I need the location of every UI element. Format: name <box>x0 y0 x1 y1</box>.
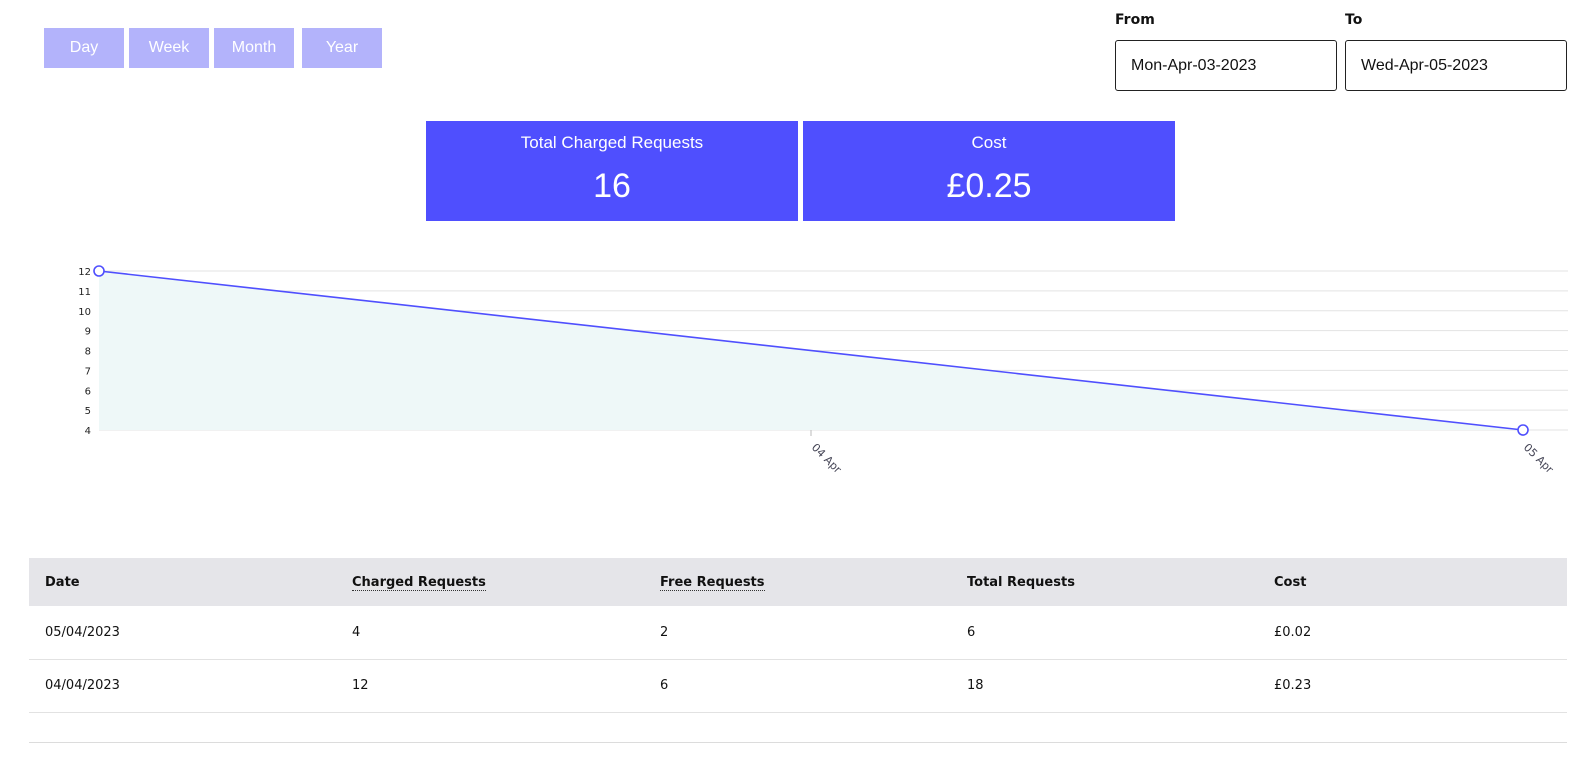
y-tick-label: 5 <box>85 406 91 417</box>
year-button[interactable]: Year <box>302 28 382 68</box>
charged-requests-card: Total Charged Requests 16 <box>426 121 798 221</box>
cell-date: 04/04/2023 <box>29 659 336 713</box>
requests-chart: 4 5 6 7 8 9 10 11 12 04 Apr 05 Apr <box>0 250 1596 500</box>
to-date-input[interactable]: Wed-Apr-05-2023 <box>1345 40 1567 91</box>
table-row: 04/04/2023 12 6 18 £0.23 <box>29 659 1567 713</box>
header-date: Date <box>45 574 80 590</box>
header-cost: Cost <box>1274 574 1307 590</box>
y-tick-label: 11 <box>78 287 91 298</box>
y-tick-label: 4 <box>85 426 91 437</box>
requests-chart-svg: 4 5 6 7 8 9 10 11 12 04 Apr 05 Apr <box>78 265 1568 476</box>
cell-cost: £0.02 <box>1258 606 1567 660</box>
y-tick-label: 6 <box>85 386 91 397</box>
series-line <box>98 270 1524 431</box>
cell-charged-requests: 12 <box>336 659 644 713</box>
charged-requests-value: 16 <box>593 167 631 205</box>
to-label: To <box>1345 12 1363 28</box>
cell-free-requests: 2 <box>644 606 951 660</box>
header-charged-requests[interactable]: Charged Requests <box>352 574 486 591</box>
day-button[interactable]: Day <box>44 28 124 68</box>
y-tick-label: 10 <box>78 307 91 318</box>
y-tick-label: 12 <box>78 267 91 278</box>
y-tick-label: 9 <box>85 327 91 338</box>
cell-charged-requests: 4 <box>336 606 644 660</box>
cell-date: 05/04/2023 <box>29 606 336 660</box>
cost-value: £0.25 <box>946 167 1032 205</box>
table-header-row: Date Charged Requests Free Requests Tota… <box>29 558 1567 606</box>
range-buttons: Day Week Month Year <box>44 28 387 68</box>
from-date-group: From Mon-Apr-03-2023 <box>1115 10 1337 91</box>
data-point <box>1517 424 1529 436</box>
table-bottom-divider <box>29 742 1567 743</box>
to-date-value: Wed-Apr-05-2023 <box>1361 56 1488 74</box>
header-free-requests[interactable]: Free Requests <box>660 574 765 591</box>
cell-total-requests: 6 <box>951 606 1258 660</box>
charged-requests-title: Total Charged Requests <box>520 133 704 152</box>
y-tick-label: 8 <box>85 347 91 358</box>
x-tick-label: 05 Apr <box>1521 441 1556 476</box>
from-date-value: Mon-Apr-03-2023 <box>1131 56 1257 74</box>
from-label: From <box>1115 12 1155 28</box>
x-tick-label: 04 Apr <box>809 441 844 476</box>
cell-total-requests: 18 <box>951 659 1258 713</box>
cell-free-requests: 6 <box>644 659 951 713</box>
table-row: 05/04/2023 4 2 6 £0.02 <box>29 606 1567 660</box>
cost-card: Cost £0.25 <box>803 121 1175 221</box>
cost-title: Cost <box>971 133 1007 152</box>
month-button[interactable]: Month <box>214 28 294 68</box>
cell-cost: £0.23 <box>1258 659 1567 713</box>
header-total-requests: Total Requests <box>967 574 1075 590</box>
requests-table: Date Charged Requests Free Requests Tota… <box>29 558 1567 713</box>
from-date-input[interactable]: Mon-Apr-03-2023 <box>1115 40 1337 91</box>
to-date-group: To Wed-Apr-05-2023 <box>1345 10 1567 91</box>
y-tick-label: 7 <box>85 366 91 377</box>
week-button[interactable]: Week <box>129 28 209 68</box>
data-point <box>93 265 105 277</box>
